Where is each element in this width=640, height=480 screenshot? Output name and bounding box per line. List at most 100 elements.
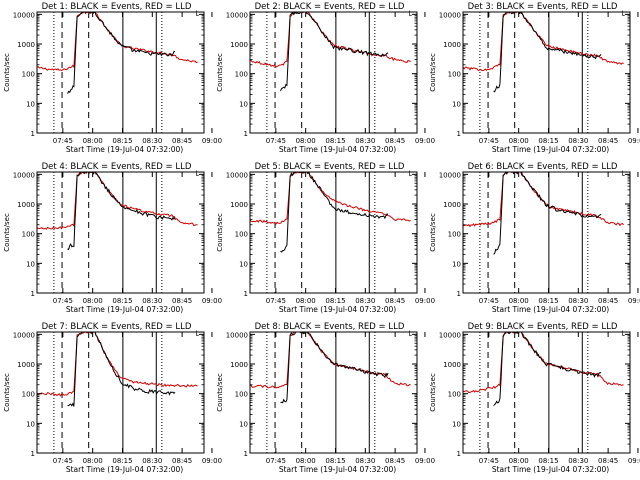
y-axis-label: Counts/sec (429, 53, 437, 92)
x-axis-label: Start Time (19-Jul-04 07:32:00) (66, 465, 183, 474)
x-axis-label: Start Time (19-Jul-04 07:32:00) (66, 305, 183, 314)
y-tick-label: 10000 (13, 11, 35, 19)
x-tick-label: 08:45 (385, 297, 405, 305)
panel-det-4: Det 4: BLACK = Events, RED = LLD└ 1 10 100 1… (3, 162, 222, 314)
y-axis-label: Counts/sec (216, 373, 224, 412)
y-tick-label: 10 (239, 260, 248, 268)
y-tick-label: 1 (31, 450, 35, 458)
y-tick-label: 10 (26, 260, 35, 268)
y-tick-label: 1000 (17, 41, 35, 49)
x-tick-label: 08:00 (296, 457, 316, 465)
y-axis-label: Counts/sec (3, 53, 11, 92)
y-tick-label: 10 (452, 420, 461, 428)
x-tick-label: 08:00 (296, 297, 316, 305)
x-tick-label: 07:45 (53, 457, 73, 465)
y-axis-label: Counts/sec (429, 213, 437, 252)
y-tick-label: 1000 (443, 361, 461, 369)
x-tick-label: 08:15 (538, 137, 558, 145)
x-tick-label: 08:45 (598, 137, 618, 145)
x-axis-label: Start Time (19-Jul-04 07:32:00) (492, 145, 609, 154)
x-tick-label: 08:45 (172, 457, 192, 465)
y-tick-label: 1000 (230, 361, 248, 369)
panel-title: Det 4: BLACK = Events, RED = LLD (42, 162, 192, 172)
y-tick-label: 10 (26, 420, 35, 428)
y-tick-label: 1000 (17, 201, 35, 209)
y-tick-label: 100 (22, 231, 35, 239)
x-tick-label: 08:00 (509, 297, 529, 305)
panel-title: Det 2: BLACK = Events, RED = LLD (255, 2, 405, 12)
y-tick-label: 10000 (13, 171, 35, 179)
y-tick-label: 1000 (17, 361, 35, 369)
y-tick-label: 1 (244, 130, 248, 138)
panel-title: Det 9: BLACK = Events, RED = LLD (468, 322, 618, 332)
panel-det-8: Det 8: BLACK = Events, RED = LLD└ 1 10 100 1… (216, 322, 435, 474)
y-tick-label: 1 (457, 130, 461, 138)
x-tick-label: 09:00 (628, 457, 640, 465)
x-tick-label: 07:45 (479, 457, 499, 465)
series-events-det-3 (493, 12, 602, 93)
y-axis-label: Counts/sec (216, 53, 224, 92)
panel-det-2: Det 2: BLACK = Events, RED = LLD└ 1 10 100 1… (216, 2, 435, 154)
x-tick-label: 08:15 (112, 137, 132, 145)
corner-marker: └ (194, 10, 199, 20)
y-tick-label: 100 (22, 71, 35, 79)
series-lld-det-3 (463, 12, 624, 72)
y-tick-label: 10000 (226, 171, 248, 179)
x-tick-label: 08:00 (83, 137, 103, 145)
corner-marker: └ (407, 330, 412, 340)
series-events-det-7 (67, 332, 176, 407)
x-tick-label: 09:00 (202, 297, 222, 305)
y-tick-label: 1000 (443, 41, 461, 49)
x-tick-label: 08:30 (355, 137, 375, 145)
x-tick-label: 08:45 (598, 297, 618, 305)
y-tick-label: 100 (235, 231, 248, 239)
x-tick-label: 07:45 (53, 137, 73, 145)
x-tick-label: 08:15 (538, 297, 558, 305)
series-events-det-8 (280, 332, 389, 404)
y-tick-label: 10000 (226, 331, 248, 339)
x-tick-label: 08:30 (355, 457, 375, 465)
corner-marker: └ (620, 10, 625, 20)
x-tick-label: 08:15 (325, 457, 345, 465)
corner-marker: └ (620, 170, 625, 180)
y-tick-label: 10 (452, 260, 461, 268)
series-lld-det-5 (250, 172, 411, 225)
x-tick-label: 08:45 (172, 137, 192, 145)
series-events-det-9 (493, 332, 602, 406)
plot-frame (462, 11, 631, 134)
corner-marker: └ (620, 330, 625, 340)
y-axis-label: Counts/sec (3, 373, 11, 412)
y-tick-label: 10 (239, 420, 248, 428)
series-events-det-6 (493, 172, 602, 255)
x-tick-label: 07:45 (266, 457, 286, 465)
x-tick-label: 08:30 (568, 297, 588, 305)
x-tick-label: 08:45 (385, 137, 405, 145)
panel-title: Det 3: BLACK = Events, RED = LLD (468, 2, 618, 12)
series-events-det-2 (280, 12, 389, 92)
y-tick-label: 10000 (439, 11, 461, 19)
y-tick-label: 1 (31, 290, 35, 298)
x-tick-label: 08:45 (598, 457, 618, 465)
y-tick-label: 100 (448, 231, 461, 239)
corner-marker: └ (194, 170, 199, 180)
x-tick-label: 08:00 (509, 137, 529, 145)
x-tick-label: 09:00 (415, 137, 435, 145)
y-tick-label: 100 (22, 391, 35, 399)
y-tick-label: 1 (244, 290, 248, 298)
panel-det-6: Det 6: BLACK = Events, RED = LLD└ 1 10 100 1… (429, 162, 640, 314)
y-tick-label: 10000 (226, 11, 248, 19)
series-events-det-5 (280, 172, 389, 253)
x-tick-label: 07:45 (479, 297, 499, 305)
y-tick-label: 100 (448, 391, 461, 399)
panel-title: Det 6: BLACK = Events, RED = LLD (468, 162, 618, 172)
y-tick-label: 1 (31, 130, 35, 138)
x-tick-label: 08:45 (385, 457, 405, 465)
x-axis-label: Start Time (19-Jul-04 07:32:00) (279, 465, 396, 474)
y-tick-label: 10000 (439, 331, 461, 339)
x-axis-label: Start Time (19-Jul-04 07:32:00) (279, 145, 396, 154)
plot-frame (462, 171, 631, 294)
panel-title: Det 8: BLACK = Events, RED = LLD (255, 322, 405, 332)
x-tick-label: 08:00 (509, 457, 529, 465)
x-axis-label: Start Time (19-Jul-04 07:32:00) (492, 305, 609, 314)
plot-frame (249, 171, 418, 294)
